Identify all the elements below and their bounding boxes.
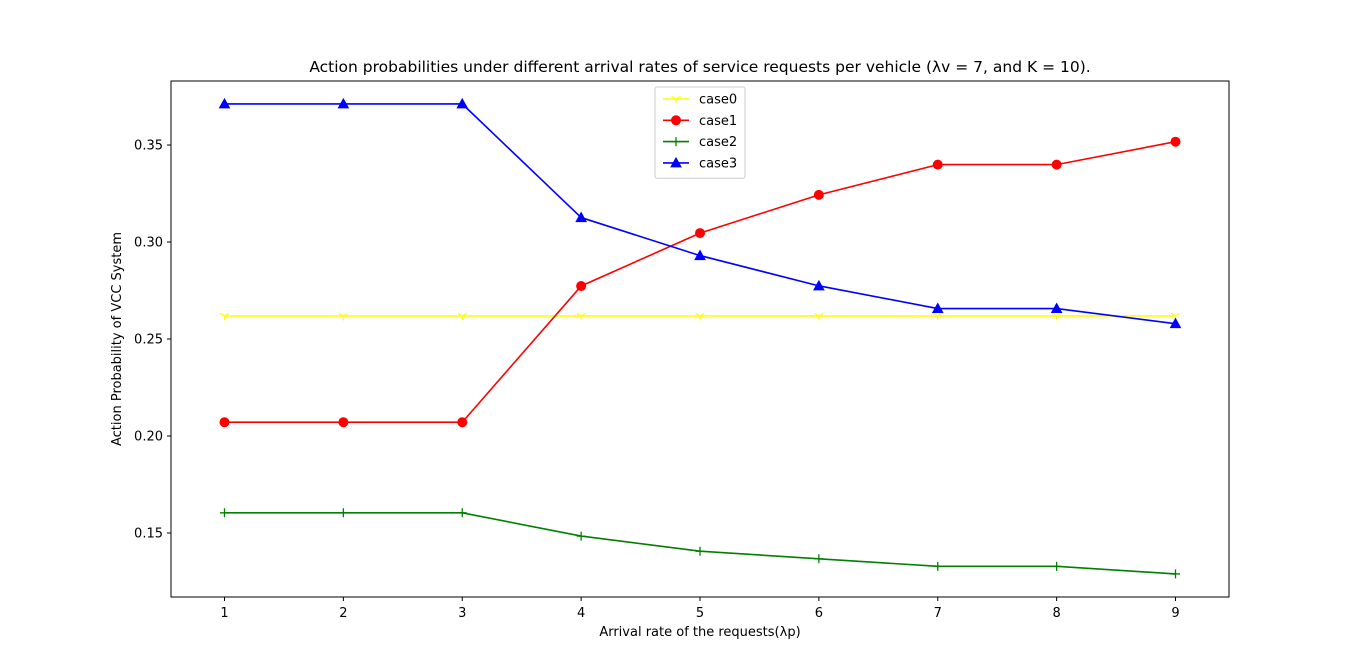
x-tick-label: 5 [696,606,704,621]
data-point-case1 [457,417,468,428]
x-tick-label: 2 [339,606,347,621]
data-point-case2 [1171,569,1181,579]
data-point-case1 [932,159,943,170]
plot-area: 1 2 3 4 5 6 7 8 9 0.15 0.20 0.25 0.30 0.35 [134,80,1230,621]
legend-marker-case2 [671,137,681,147]
data-point-case3 [931,302,944,314]
legend-marker-case3 [670,156,682,168]
x-tick-label: 4 [577,606,585,621]
data-point-case3 [456,97,469,109]
data-point-case0 [338,312,349,321]
data-point-case2 [457,508,467,518]
legend-label-case0: case0 [699,93,737,108]
x-tick-label: 1 [220,606,228,621]
data-point-case1 [576,281,587,292]
x-tick-label: 7 [934,606,942,621]
data-point-case1 [695,228,705,239]
legend-label-case3: case3 [699,156,737,171]
x-tick-label: 8 [1052,606,1060,621]
y-tick-label: 0.25 [134,333,163,348]
data-point-case0 [1051,312,1062,321]
data-point-case3 [1050,302,1063,314]
data-point-case3 [575,211,587,223]
data-point-case2 [933,561,943,571]
chart-title: Action probabilities under different arr… [309,58,1090,76]
data-point-case3 [694,249,706,261]
data-point-case2 [695,546,705,556]
data-point-case1 [219,417,230,428]
data-point-case2 [576,531,586,541]
x-tick-label: 3 [458,606,466,621]
y-axis-label: Action Probability of VCC System [110,232,125,446]
legend-label-case1: case1 [699,114,737,129]
legend-marker-case0 [671,95,681,104]
y-tick-label: 0.20 [134,429,163,444]
x-tick-label: 6 [815,606,823,621]
x-axis-label: Arrival rate of the requests(λp) [599,625,800,640]
legend-marker-case1 [671,115,681,126]
data-point-case2 [814,554,824,564]
data-point-case1 [1051,159,1062,170]
data-point-case0 [576,312,586,321]
legend-box [654,86,746,179]
data-point-case1 [338,417,349,428]
y-tick-label: 0.30 [134,236,163,251]
data-point-case3 [1169,317,1182,329]
data-point-case2 [219,508,229,518]
data-point-case3 [337,97,350,109]
data-point-case3 [813,279,825,291]
data-point-case0 [932,312,943,321]
legend: case0 case1 case2 case3 [654,86,746,179]
data-point-case0 [695,312,705,321]
data-point-case0 [219,312,230,321]
data-point-case3 [218,97,231,109]
data-point-case1 [813,189,824,200]
data-point-case2 [1052,561,1062,571]
data-point-case1 [1170,136,1181,147]
data-point-case0 [457,312,468,321]
y-tick-label: 0.15 [134,526,163,541]
y-tick-label: 0.35 [134,139,163,154]
x-tick-label: 9 [1171,606,1179,621]
data-point-case2 [338,508,348,518]
data-point-case0 [814,312,824,321]
legend-label-case2: case2 [699,135,737,150]
